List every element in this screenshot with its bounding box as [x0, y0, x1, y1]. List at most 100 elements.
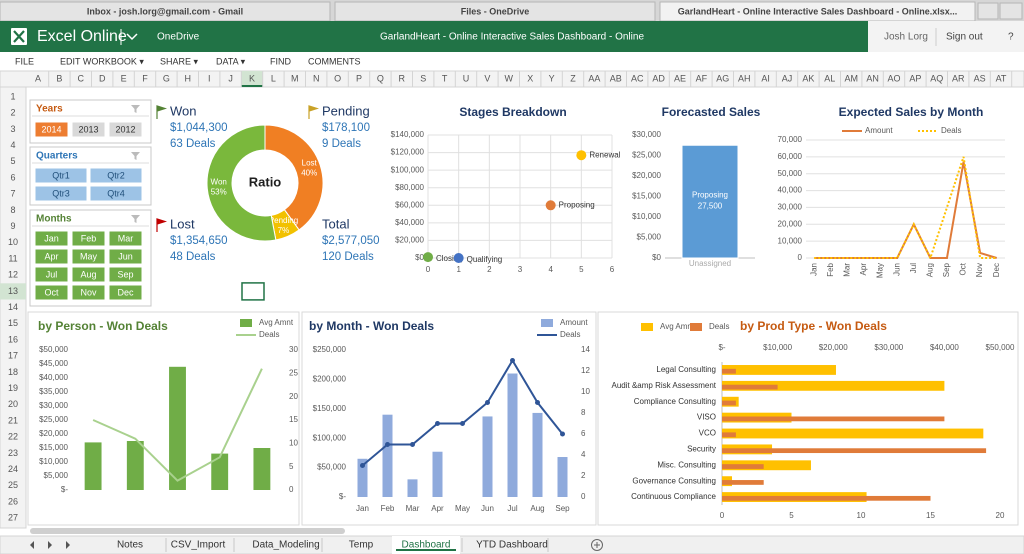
slicer-button-label: Apr — [44, 251, 58, 261]
slicer-button[interactable] — [34, 284, 69, 301]
window-button[interactable] — [999, 2, 1023, 20]
chart-title: Forecasted Sales — [662, 105, 761, 119]
slicer-button-label: Nov — [80, 287, 97, 297]
menu-item[interactable]: FIND — [270, 56, 291, 66]
column-header: E — [121, 73, 127, 83]
horizontal-scrollbar[interactable] — [30, 528, 345, 534]
x-tick-label: Aug — [925, 263, 934, 277]
segment-label: Unassigned — [689, 259, 731, 268]
menu-item[interactable]: EDIT WORKBOOK ▾ — [60, 56, 144, 66]
menu-item[interactable]: COMMENTS — [308, 56, 361, 66]
bar — [507, 373, 518, 497]
kpi-amount: $2,577,050 — [322, 235, 380, 247]
column-header: L — [271, 73, 276, 83]
column-header: AI — [761, 73, 770, 83]
slicer-button[interactable] — [34, 248, 69, 265]
y-tick-label: 14 — [581, 345, 590, 354]
slicer-clear-filter[interactable] — [131, 105, 140, 113]
selected-row-header — [0, 283, 26, 300]
x-tick-label: Aug — [530, 504, 544, 513]
slicer-button[interactable] — [34, 185, 88, 202]
y-tick-label: 10 — [289, 438, 298, 447]
app-location[interactable]: OneDrive — [157, 32, 200, 43]
kpi-label: Total — [322, 216, 350, 231]
y-tick-label: 8 — [581, 408, 586, 417]
slicer-button[interactable] — [108, 230, 143, 247]
slicer-button-label: Qtr1 — [52, 170, 70, 180]
category-label: VCO — [699, 429, 716, 438]
y-tick-label: 70,000 — [778, 135, 803, 144]
sign-out[interactable]: Sign out — [946, 32, 983, 43]
menu-item[interactable]: SHARE ▾ — [160, 56, 199, 66]
slicer-clear-filter[interactable] — [131, 215, 140, 223]
sheet-nav-arrow[interactable] — [30, 541, 34, 549]
y-tick-label: $50,000 — [39, 345, 68, 354]
y-tick-label: 50,000 — [778, 169, 803, 178]
x-tick-label: Jul — [909, 263, 918, 273]
slicer-button[interactable] — [71, 248, 106, 265]
sheet-tab[interactable]: Temp — [349, 540, 374, 551]
slicer-button[interactable] — [71, 121, 106, 138]
x2-tick-label: 20 — [996, 511, 1005, 520]
slicer-button-label: Jan — [44, 233, 59, 243]
column-header: AB — [610, 73, 622, 83]
slicer-button[interactable] — [71, 266, 106, 283]
y-tick-label: $140,000 — [391, 130, 425, 139]
slicer-button[interactable] — [71, 284, 106, 301]
sheet-tab[interactable]: CSV_Import — [171, 540, 226, 551]
row-header: 19 — [8, 383, 18, 393]
bar — [432, 451, 443, 497]
x-tick-label: $20,000 — [819, 343, 848, 352]
help[interactable]: ? — [1008, 32, 1014, 43]
sheet-nav-arrow[interactable] — [66, 541, 70, 549]
y-tick-label: 0 — [798, 253, 803, 262]
x-tick-label: Jun — [481, 504, 494, 513]
row-header: 25 — [8, 480, 18, 490]
sheet-tab[interactable]: Data_Modeling — [252, 540, 319, 551]
column-header: I — [208, 73, 211, 83]
add-sheet[interactable] — [591, 539, 603, 551]
sheet-tab[interactable]: Dashboard — [402, 540, 451, 551]
row-header: 14 — [8, 302, 18, 312]
app-menu-chevron — [126, 33, 138, 41]
slicer-button[interactable] — [108, 266, 143, 283]
line-marker — [435, 421, 440, 426]
bar — [722, 448, 987, 454]
sheet-tab[interactable]: YTD Dashboard — [476, 540, 548, 551]
legend-label: Deals — [259, 330, 279, 339]
slicer-button[interactable] — [71, 230, 106, 247]
category-label: Security — [687, 444, 716, 453]
menu-item[interactable]: FILE — [15, 56, 34, 66]
chart-panel — [301, 311, 597, 526]
slicer-button[interactable] — [108, 284, 143, 301]
column-header: N — [313, 73, 320, 83]
kpi-flag — [156, 218, 168, 232]
line-marker — [410, 442, 415, 447]
y-tick-label: 12 — [581, 366, 590, 375]
y-tick-label: 10,000 — [778, 236, 803, 245]
selected-column-header — [241, 71, 263, 87]
slicer-clear-filter[interactable] — [131, 152, 140, 160]
legend-swatch — [240, 319, 252, 327]
y-tick-label: $20,000 — [39, 429, 68, 438]
legend-swatch — [690, 323, 702, 331]
slicer-button[interactable] — [89, 167, 143, 184]
sheet-nav-arrow[interactable] — [48, 541, 52, 549]
bar — [722, 495, 931, 501]
menu-item[interactable]: DATA ▾ — [216, 56, 246, 66]
slicer-button-label: Aug — [80, 269, 96, 279]
slicer-button[interactable] — [34, 167, 88, 184]
slicer-button[interactable] — [34, 230, 69, 247]
slicer-button[interactable] — [89, 185, 143, 202]
window-button[interactable] — [977, 2, 999, 20]
slicer-button[interactable] — [34, 121, 69, 138]
sheet-tab[interactable]: Notes — [117, 540, 143, 551]
selected-cell — [241, 282, 265, 301]
slicer-button[interactable] — [34, 266, 69, 283]
slicer-button[interactable] — [108, 248, 143, 265]
column-header: G — [163, 73, 170, 83]
slicer-button[interactable] — [108, 121, 143, 138]
row-header: 12 — [8, 270, 18, 280]
line-series — [814, 156, 997, 261]
slicer-button-label: Qtr2 — [107, 170, 125, 180]
